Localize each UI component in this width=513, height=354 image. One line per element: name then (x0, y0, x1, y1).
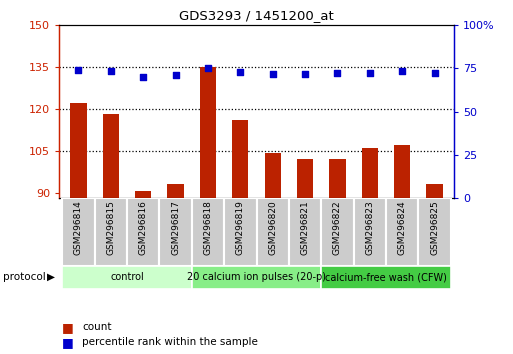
Bar (167, 184, 184, 198)
Text: 20 calcium ion pulses (20-p): 20 calcium ion pulses (20-p) (187, 272, 326, 282)
Bar (135, 191, 151, 198)
Bar (256, 198, 289, 266)
Bar (200, 67, 216, 198)
Point (139, 74, 147, 80)
Point (236, 69, 244, 74)
Bar (386, 198, 419, 266)
Bar (265, 154, 281, 198)
Text: calcium-free wash (CFW): calcium-free wash (CFW) (325, 272, 447, 282)
Point (333, 70, 342, 76)
Text: GSM296820: GSM296820 (268, 200, 277, 255)
Bar (353, 198, 386, 266)
Bar (94, 198, 127, 266)
Text: count: count (82, 322, 112, 332)
Point (204, 65, 212, 71)
Text: control: control (110, 272, 144, 282)
Point (398, 68, 406, 74)
Text: ■: ■ (62, 321, 73, 334)
Bar (297, 159, 313, 198)
Bar (224, 198, 256, 266)
Bar (160, 198, 192, 266)
Text: percentile rank within the sample: percentile rank within the sample (82, 337, 258, 347)
Text: GSM296825: GSM296825 (430, 200, 439, 255)
Text: ▶: ▶ (47, 272, 55, 282)
Bar (192, 266, 321, 289)
Point (430, 70, 439, 76)
Bar (362, 148, 378, 198)
Bar (289, 198, 321, 266)
Bar (419, 198, 451, 266)
Text: GSM296815: GSM296815 (106, 200, 115, 255)
Point (301, 72, 309, 77)
Bar (127, 198, 160, 266)
Text: GSM296822: GSM296822 (333, 200, 342, 255)
Bar (103, 114, 119, 198)
Bar (70, 103, 87, 198)
Text: GDS3293 / 1451200_at: GDS3293 / 1451200_at (179, 9, 334, 22)
Text: GSM296824: GSM296824 (398, 200, 407, 255)
Text: protocol: protocol (3, 272, 45, 282)
Bar (426, 184, 443, 198)
Point (107, 68, 115, 74)
Point (269, 72, 277, 77)
Text: GSM296823: GSM296823 (365, 200, 374, 255)
Text: GSM296821: GSM296821 (301, 200, 309, 255)
Bar (321, 266, 451, 289)
Point (366, 70, 374, 76)
Bar (394, 145, 410, 198)
Text: GSM296816: GSM296816 (139, 200, 148, 255)
Text: GSM296819: GSM296819 (236, 200, 245, 255)
Bar (62, 198, 94, 266)
Point (74, 67, 83, 73)
Bar (321, 198, 353, 266)
Text: ■: ■ (62, 336, 73, 349)
Bar (329, 159, 346, 198)
Text: GSM296814: GSM296814 (74, 200, 83, 255)
Bar (62, 266, 192, 289)
Bar (232, 120, 248, 198)
Bar (192, 198, 224, 266)
Text: GSM296818: GSM296818 (204, 200, 212, 255)
Text: GSM296817: GSM296817 (171, 200, 180, 255)
Point (171, 72, 180, 78)
